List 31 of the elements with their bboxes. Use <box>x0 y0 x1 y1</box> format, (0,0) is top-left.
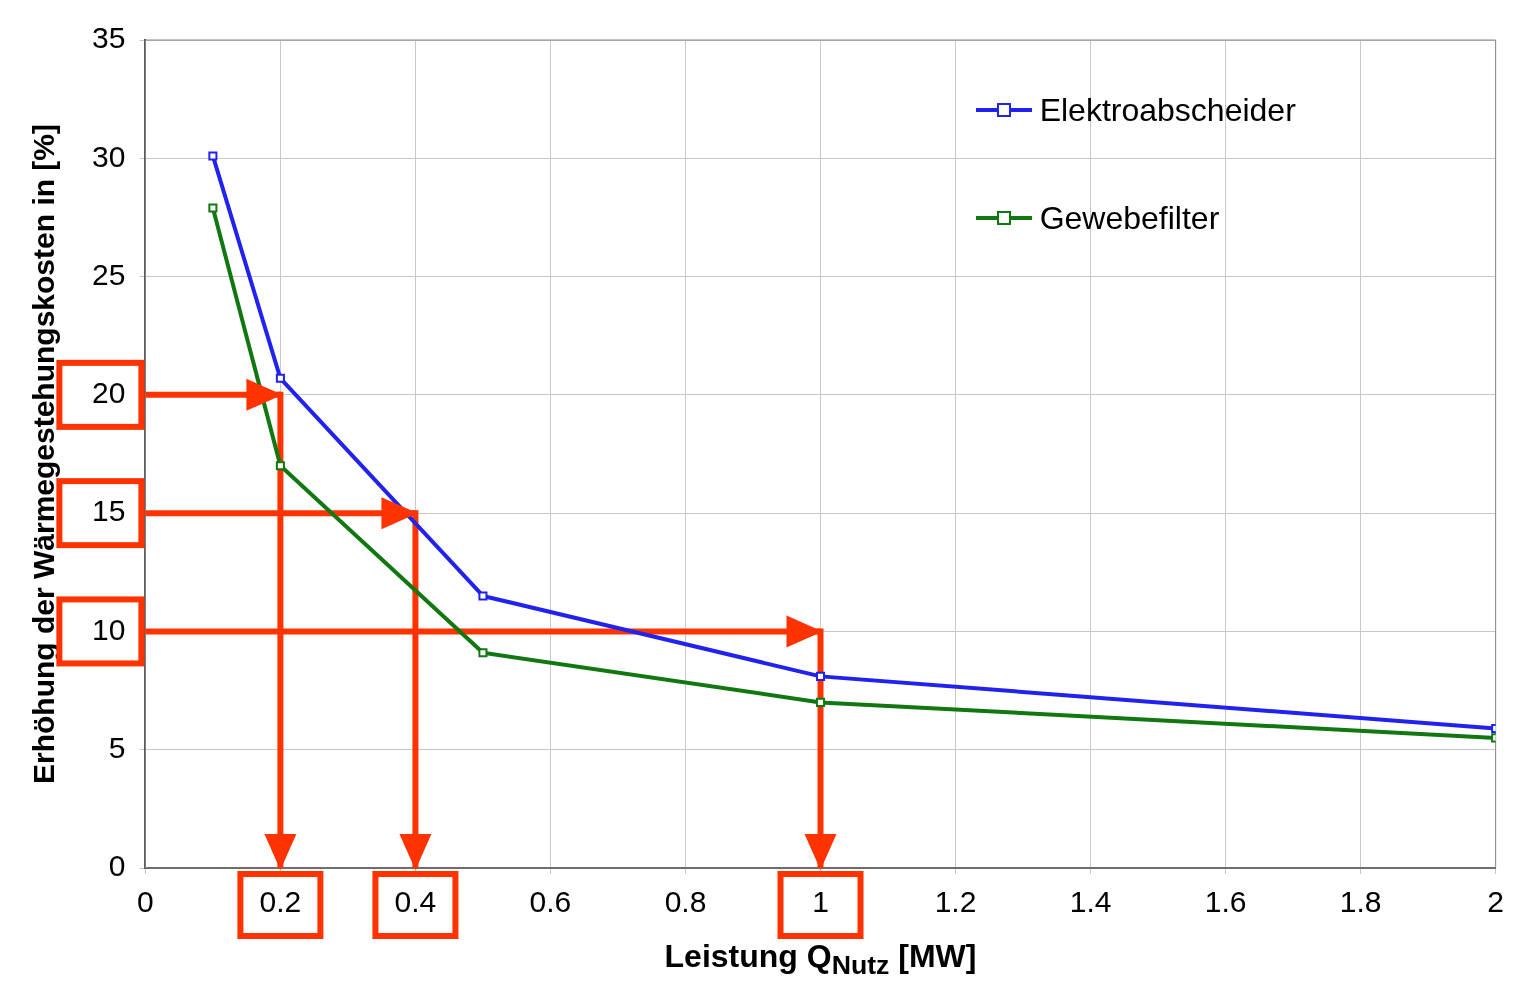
y-tick-label: 10 <box>91 612 126 646</box>
y-tick-label: 15 <box>91 494 126 528</box>
y-tick-label: 5 <box>108 730 126 764</box>
point <box>275 373 285 383</box>
x-tick-label: 1.4 <box>1069 885 1112 919</box>
point <box>275 461 285 471</box>
x-tick-label: 1.2 <box>934 885 977 919</box>
x-tick-label: 0.8 <box>664 885 707 919</box>
x-tick-label: 2 <box>1487 885 1504 919</box>
point <box>815 671 826 681</box>
x-tick-label: 0 <box>137 885 154 919</box>
point <box>478 648 488 658</box>
y-tick-label: 0 <box>108 849 126 883</box>
y-tick-label: 35 <box>91 21 126 55</box>
legend-label: Elektroabscheider <box>1039 91 1296 129</box>
point <box>815 697 826 707</box>
y-tick-label: 25 <box>91 257 126 291</box>
x-axis-title: Leistung Q$_{Nutz}$ [MW] <box>663 938 978 982</box>
x-tick-label: 0.6 <box>529 885 572 919</box>
y-tick-label: 20 <box>91 376 126 410</box>
y-axis-title: Erhöhung der Wärmegestehungskosten in [%] <box>27 123 61 785</box>
x-tick-label: 1 <box>812 885 829 919</box>
x-tick-label: 1.8 <box>1339 885 1382 919</box>
x-tick-label: 0.4 <box>394 885 437 919</box>
legend-label: Gewebefilter <box>1039 199 1220 237</box>
point <box>208 203 218 213</box>
point <box>478 591 488 601</box>
point <box>208 151 218 161</box>
x-tick-label: 1.6 <box>1204 885 1247 919</box>
x-tick-label: 0.2 <box>259 885 302 919</box>
y-tick-label: 30 <box>91 139 126 173</box>
